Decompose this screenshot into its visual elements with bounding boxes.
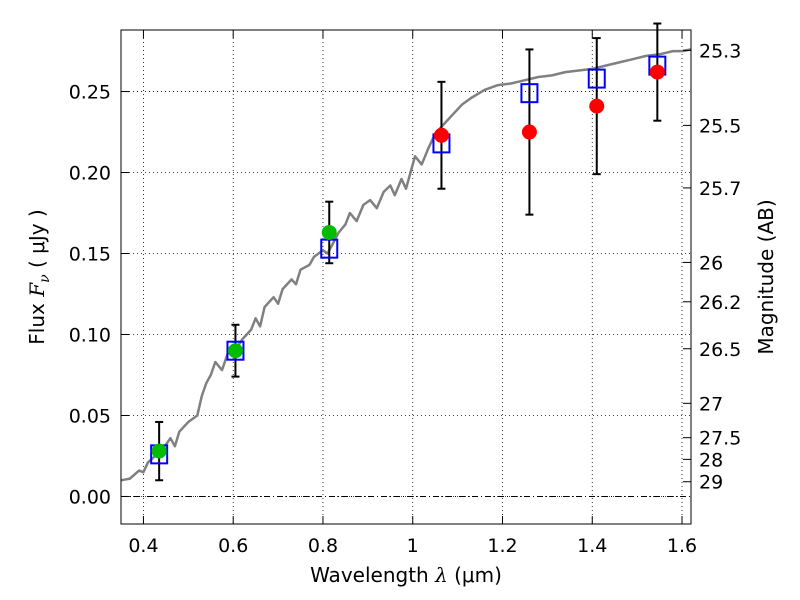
nir-flux-point <box>521 124 537 140</box>
x-tick-label: 1 <box>407 535 419 557</box>
y-tick-label: 0.10 <box>69 324 111 346</box>
magnitude-tick-label: 25.7 <box>699 178 741 200</box>
magnitude-tick-label: 26.5 <box>699 339 741 361</box>
y-tick-label: 0.20 <box>69 163 111 185</box>
observed-photometry-series <box>151 64 665 459</box>
optical-flux-point <box>321 224 337 240</box>
model-flux-square <box>226 340 245 361</box>
model-flux-square <box>587 68 606 89</box>
y-tick-label: 0.15 <box>69 244 111 266</box>
y-axis-label: Flux Fν ( μJy ) <box>25 209 53 344</box>
magnitude-axis-label: Magnitude (AB) <box>754 199 778 354</box>
x-tick-label: 1.6 <box>667 535 697 557</box>
nir-flux-point <box>649 64 665 80</box>
magnitude-tick-label: 27.5 <box>699 428 741 450</box>
magnitude-tick-label: 28 <box>699 449 723 471</box>
magnitude-tick-label: 25.3 <box>699 40 741 62</box>
magnitude-tick-label: 25.5 <box>699 115 741 137</box>
x-tick-label: 1.2 <box>487 535 517 557</box>
x-tick-label: 1.4 <box>577 535 607 557</box>
magnitude-tick-label: 27 <box>699 393 723 415</box>
y-axis-ticks: 0.00 0.05 0.10 0.15 0.20 0.25 <box>69 82 129 508</box>
y-tick-label: 0.05 <box>69 405 111 427</box>
magnitude-tick-label: 29 <box>699 472 723 494</box>
grid <box>121 30 691 524</box>
x-axis-ticks: 0.4 0.6 0.8 1 1.2 1.4 1.6 <box>128 30 697 557</box>
nir-flux-point <box>589 98 605 114</box>
magnitude-tick-label: 26.2 <box>699 292 741 314</box>
nir-flux-point <box>433 127 449 143</box>
sed-model-line <box>120 48 692 482</box>
plot-frame <box>120 29 692 525</box>
x-tick-label: 0.6 <box>218 535 248 557</box>
magnitude-tick-label: 26 <box>699 252 723 274</box>
y-tick-label: 0.25 <box>69 82 111 104</box>
x-axis-label: Wavelength λ (μm) <box>310 563 502 587</box>
x-tick-label: 0.4 <box>128 535 158 557</box>
plot-area <box>121 30 691 524</box>
sed-model-series <box>120 48 692 482</box>
model-flux-square <box>520 83 539 104</box>
optical-flux-point <box>151 443 167 459</box>
optical-flux-point <box>227 343 243 359</box>
x-tick-label: 0.8 <box>308 535 338 557</box>
y-tick-label: 0.00 <box>69 486 111 508</box>
